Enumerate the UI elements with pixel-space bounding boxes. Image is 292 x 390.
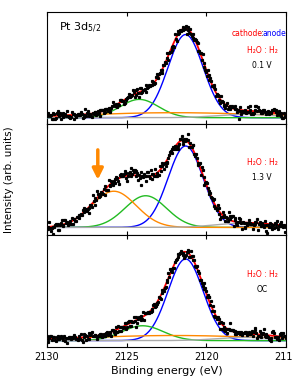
Text: 0.1 V: 0.1 V xyxy=(252,62,272,71)
X-axis label: Binding energy (eV): Binding energy (eV) xyxy=(111,366,222,376)
Text: :: : xyxy=(259,29,266,38)
Text: OC: OC xyxy=(257,285,268,294)
Text: anode: anode xyxy=(262,29,286,38)
Text: H₂O : H₂: H₂O : H₂ xyxy=(247,46,278,55)
Text: Pt 3d$_{5/2}$: Pt 3d$_{5/2}$ xyxy=(59,21,101,35)
Text: 1.3 V: 1.3 V xyxy=(252,173,272,182)
Text: Intensity (arb. units): Intensity (arb. units) xyxy=(4,126,14,233)
Text: H₂O : H₂: H₂O : H₂ xyxy=(247,158,278,167)
Text: H₂O : H₂: H₂O : H₂ xyxy=(247,270,278,279)
Text: cathode: cathode xyxy=(231,29,262,38)
